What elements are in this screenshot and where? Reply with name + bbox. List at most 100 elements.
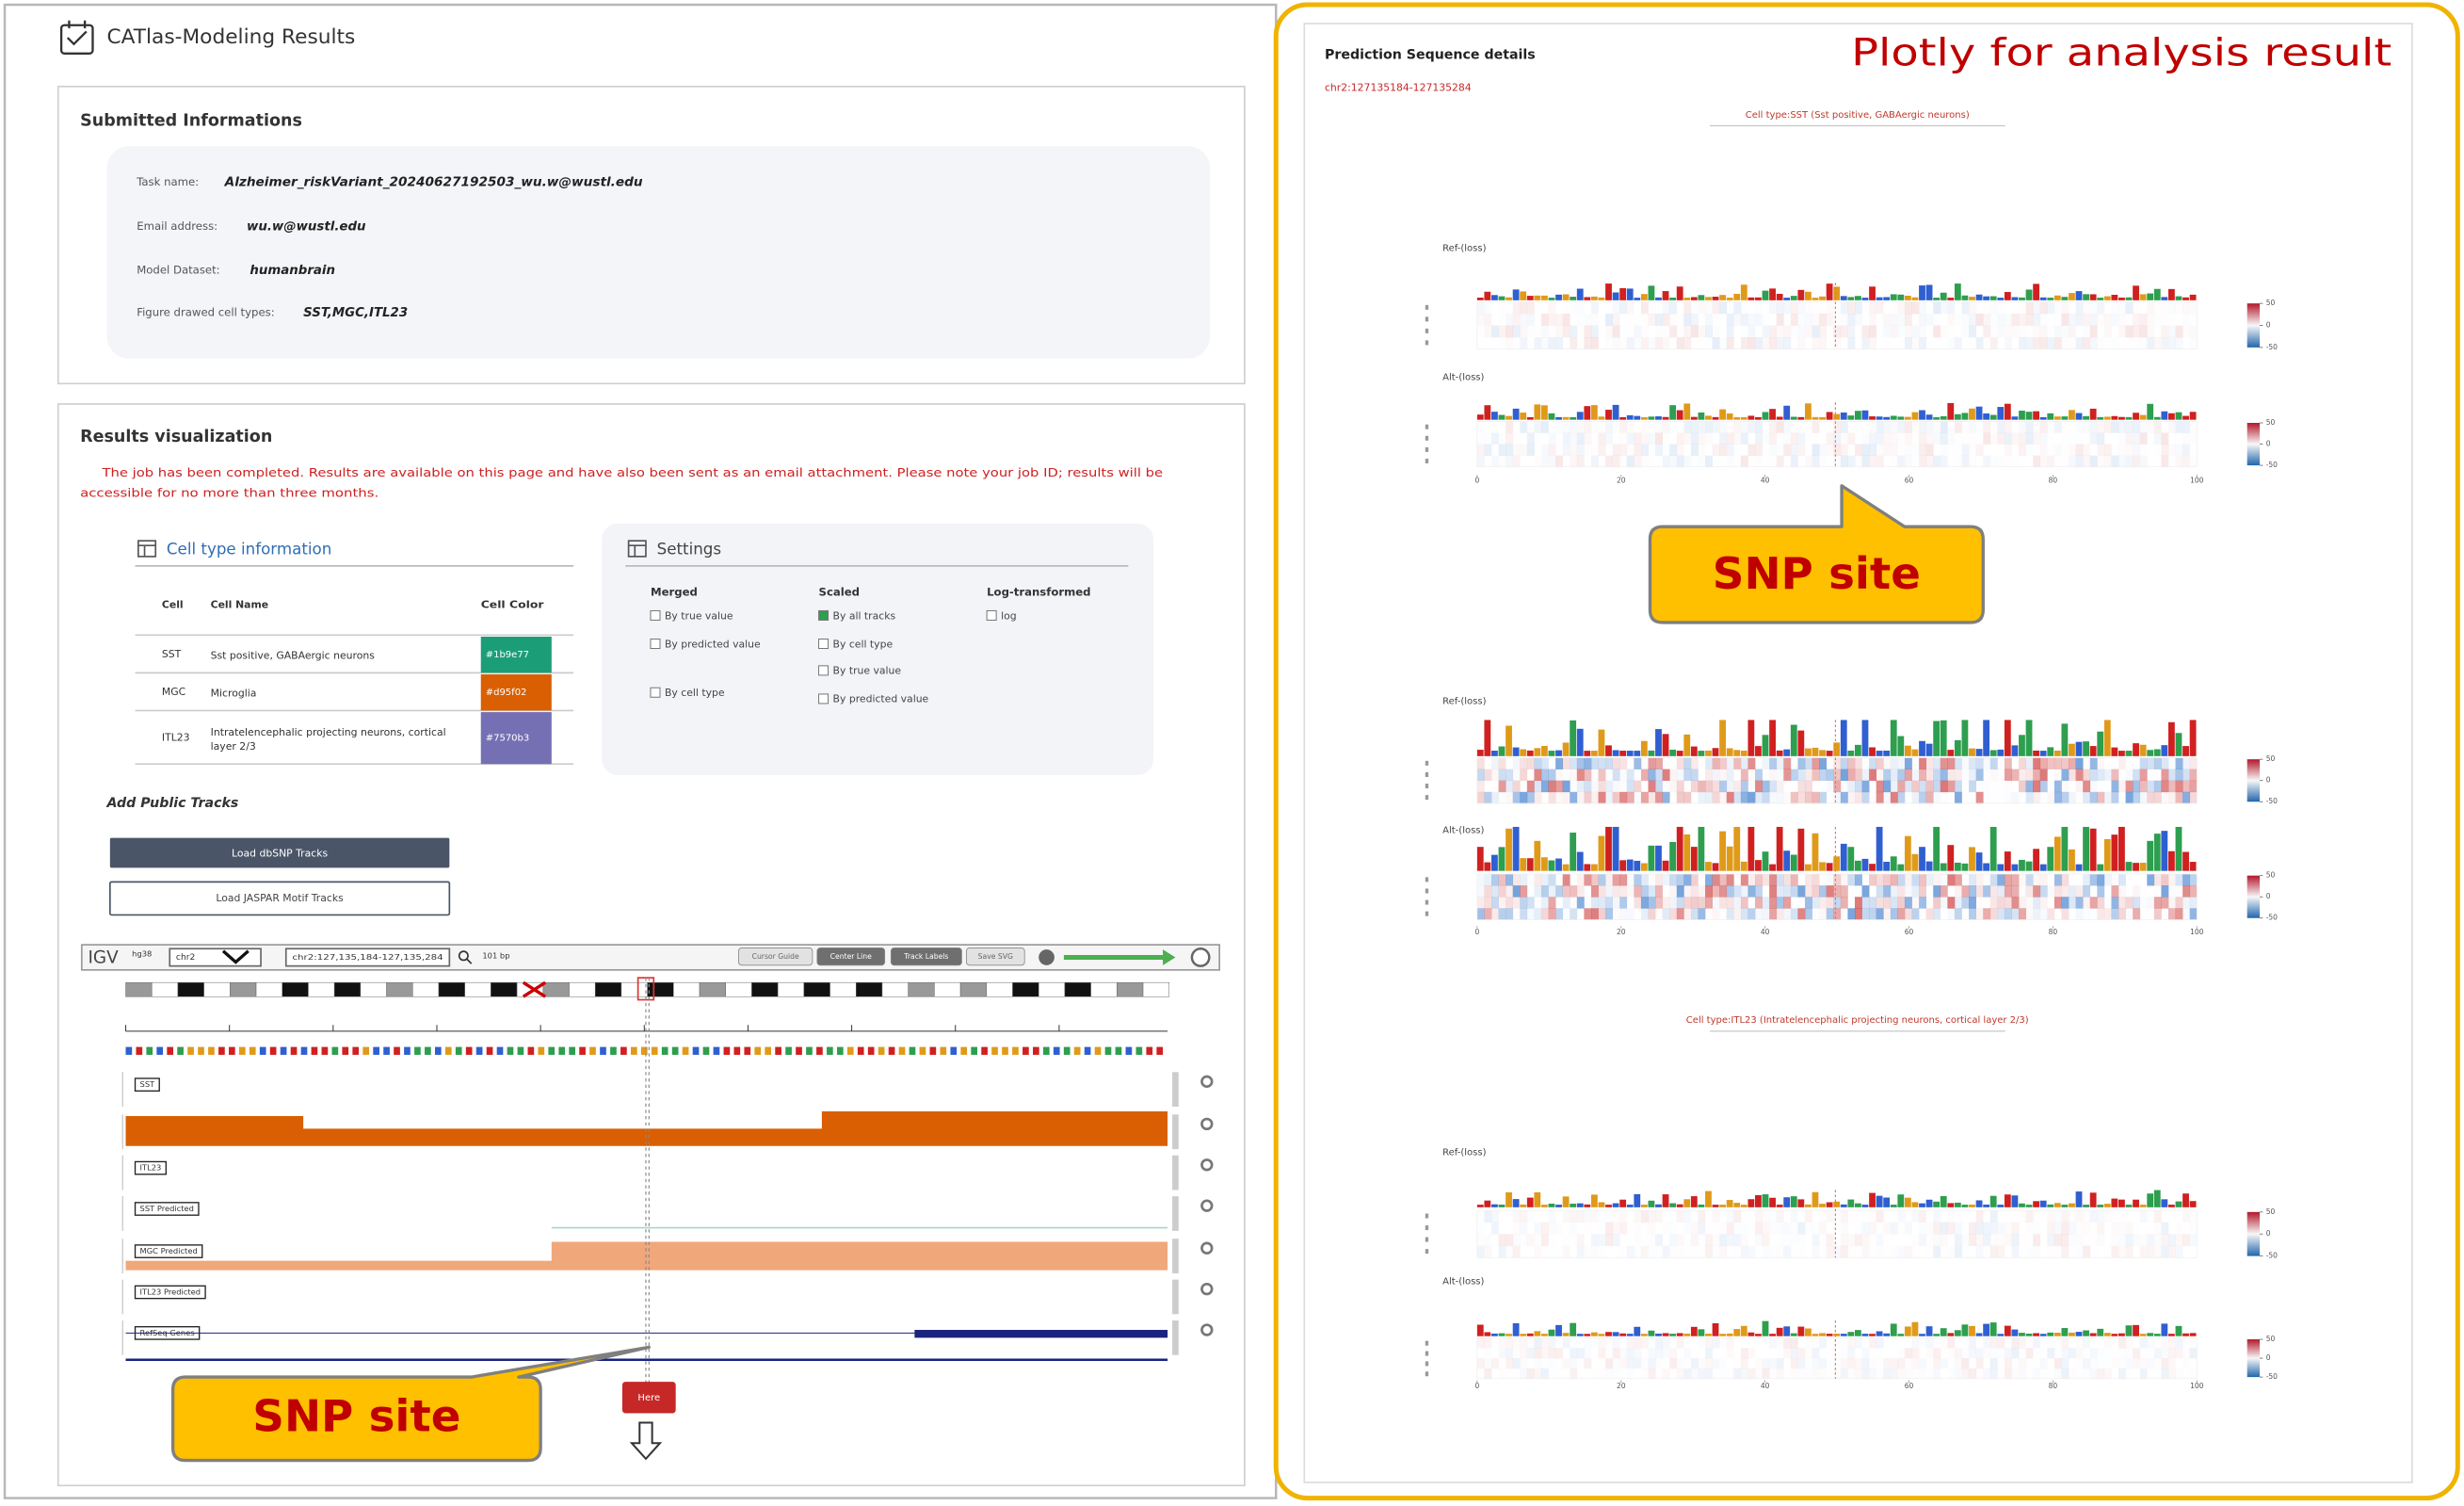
heatmap-cell bbox=[1961, 444, 1970, 456]
checkbox[interactable] bbox=[818, 665, 829, 676]
heatmap-cell bbox=[1755, 1348, 1763, 1358]
logo-letter bbox=[1676, 1333, 1683, 1336]
colorbar-tick-label: 50 bbox=[2266, 418, 2276, 427]
colorbar-tick-label: -50 bbox=[2266, 1372, 2278, 1381]
heatmap-cell bbox=[1477, 1234, 1485, 1246]
logo-letter bbox=[1904, 295, 1911, 300]
heatmap-cell bbox=[2161, 1348, 2168, 1358]
heatmap-cell bbox=[1690, 769, 1699, 782]
heatmap-cell bbox=[2139, 325, 2148, 338]
heatmap-cell bbox=[1733, 1337, 1741, 1348]
checkbox[interactable] bbox=[818, 609, 829, 621]
heatmap-cell bbox=[1926, 1246, 1934, 1258]
heatmap-cell bbox=[1677, 326, 1684, 338]
zoom-out[interactable] bbox=[1039, 949, 1055, 965]
heatmap-cell bbox=[2104, 1358, 2112, 1368]
heatmap-cell bbox=[1491, 314, 1499, 326]
heatmap-cell bbox=[1783, 337, 1792, 349]
heatmap-cell bbox=[1833, 885, 1842, 898]
heatmap-cell bbox=[1563, 301, 1570, 314]
track-gear[interactable] bbox=[1200, 1282, 1214, 1296]
logo-letter bbox=[1540, 295, 1548, 300]
heatmap-cell bbox=[1890, 1222, 1898, 1235]
heatmap-cell bbox=[1976, 456, 1984, 467]
heatmap-cell bbox=[2069, 1210, 2076, 1223]
locus-input[interactable] bbox=[284, 947, 451, 967]
logo-letter bbox=[2189, 720, 2197, 756]
heatmap-cell bbox=[2153, 897, 2162, 909]
heatmap-cell bbox=[1897, 1234, 1905, 1246]
heatmap-cell bbox=[1741, 445, 1748, 456]
track-gear[interactable] bbox=[1200, 1323, 1214, 1336]
heatmap-cell bbox=[1840, 885, 1848, 898]
heatmap-cell bbox=[1698, 326, 1705, 338]
ideogram-band bbox=[751, 981, 779, 997]
heatmap-cell bbox=[1983, 874, 1990, 885]
heatmap-cell bbox=[1727, 301, 1734, 314]
heatmap-cell bbox=[2103, 421, 2112, 433]
logo-letter bbox=[1484, 291, 1491, 300]
heatmap-cell bbox=[1925, 908, 1934, 920]
heatmap-cell bbox=[2061, 1245, 2069, 1258]
heatmap-cell bbox=[2111, 1368, 2118, 1379]
heatmap-cell bbox=[1969, 897, 1976, 909]
heatmap-cell bbox=[1911, 791, 1920, 804]
toolbar-button[interactable] bbox=[966, 947, 1025, 966]
zoom-in[interactable] bbox=[1190, 947, 1211, 967]
heatmap-cell bbox=[2054, 1246, 2062, 1258]
logo-letter bbox=[1605, 826, 1612, 871]
heatmap-cell bbox=[1805, 757, 1812, 769]
heatmap-cell bbox=[2047, 445, 2054, 456]
heatmap-cell bbox=[1876, 1337, 1884, 1349]
heatmap-cell bbox=[2069, 1348, 2076, 1359]
track-gear[interactable] bbox=[1200, 1075, 1214, 1088]
logo-letter bbox=[2025, 720, 2033, 756]
logo-letter bbox=[1619, 1333, 1627, 1336]
heatmap-cell bbox=[1755, 421, 1763, 433]
heatmap-cell bbox=[1640, 301, 1649, 315]
heatmap-cell bbox=[1506, 1210, 1513, 1223]
heatmap-cell bbox=[2147, 456, 2154, 467]
track-gear[interactable] bbox=[1200, 1158, 1214, 1172]
heatmap-cell bbox=[1562, 874, 1570, 886]
heatmap-cell bbox=[1890, 897, 1898, 909]
heatmap-cell bbox=[2089, 874, 2098, 886]
track-gear[interactable] bbox=[1200, 1117, 1214, 1131]
heatmap-cell bbox=[1747, 1223, 1755, 1235]
heatmap-cell bbox=[2004, 769, 2012, 782]
logo-letter bbox=[1669, 405, 1677, 420]
heatmap-cell bbox=[1698, 445, 1705, 456]
logo-letter bbox=[1640, 294, 1648, 300]
heatmap-cell bbox=[1520, 314, 1527, 326]
here-button[interactable] bbox=[621, 1382, 676, 1414]
heatmap-cell bbox=[2026, 445, 2034, 456]
sequence-base bbox=[620, 1046, 627, 1055]
logo-letter bbox=[1698, 1204, 1705, 1207]
search-icon[interactable] bbox=[458, 950, 469, 962]
logo-letter bbox=[1712, 863, 1719, 871]
checkbox[interactable] bbox=[986, 609, 997, 621]
heatmap-cell bbox=[1962, 908, 1970, 919]
heatmap-cell bbox=[1890, 757, 1898, 769]
button[interactable] bbox=[109, 837, 450, 868]
heatmap-cell bbox=[2118, 455, 2126, 468]
checkbox[interactable] bbox=[650, 609, 661, 621]
logo-letter bbox=[1619, 287, 1627, 300]
toolbar-button[interactable] bbox=[890, 947, 962, 966]
heatmap-cell bbox=[1847, 1348, 1856, 1359]
toolbar-button[interactable] bbox=[816, 947, 886, 966]
heatmap-cell bbox=[2083, 769, 2091, 782]
heatmap-cell bbox=[1655, 791, 1663, 804]
track-gear[interactable] bbox=[1200, 1241, 1214, 1255]
checkbox[interactable] bbox=[818, 693, 829, 704]
track-gear[interactable] bbox=[1200, 1199, 1214, 1212]
logo-letter bbox=[1925, 743, 1933, 756]
heatmap-cell bbox=[2069, 885, 2076, 898]
checkbox[interactable] bbox=[818, 638, 829, 650]
checkbox[interactable] bbox=[650, 687, 661, 698]
logo-letter bbox=[2125, 1205, 2133, 1207]
button[interactable] bbox=[108, 881, 451, 916]
toolbar-button[interactable] bbox=[738, 947, 813, 966]
checkbox[interactable] bbox=[650, 638, 661, 650]
heatmap-cell bbox=[1727, 1358, 1734, 1368]
